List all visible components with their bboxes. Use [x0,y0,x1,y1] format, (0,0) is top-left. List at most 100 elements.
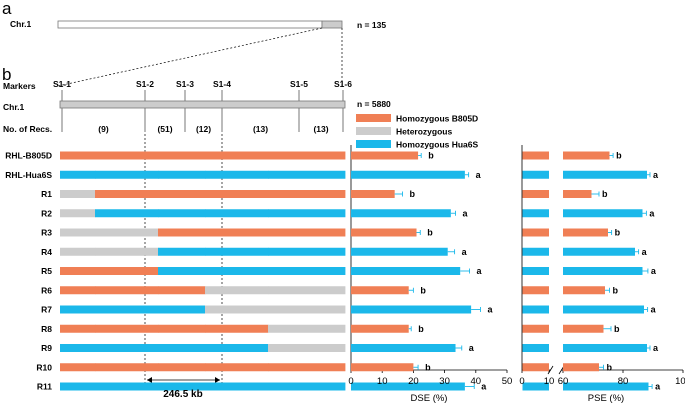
genotype-segment-R9-4 [205,344,269,352]
dse-tick-label-10: 10 [377,376,388,387]
legend-label-hua6s: Homozygous Hua6S [396,140,479,150]
genotype-segment-R1-4 [205,190,269,198]
dse-sig-R10: b [425,362,431,372]
dse-sig-R2: a [463,208,469,218]
genotype-segment-R11-1 [60,382,96,391]
panel-a-mapped-region [321,20,343,29]
interval-arrow-head-left [147,377,152,383]
pse-tick-label-low-0: 0 [519,376,524,387]
genotype-segment-RHL-B805D-2 [95,151,159,160]
marker-label-S1-6: S1-6 [334,79,352,89]
genotype-segment-R5-4 [205,267,269,275]
pse-bar-high-R7 [563,305,644,314]
dse-bar-RHL-Hua6S [351,170,465,179]
genotype-segment-R1-5 [268,190,346,198]
pse-tick-label-high-80: 80 [618,376,629,387]
genotype-segment-R4-4 [205,247,269,256]
zoom-line-left [57,27,323,87]
recombinant-count-5: (13) [313,124,328,134]
dse-sig-R5: a [477,266,483,276]
pse-bar-low-R8 [522,324,549,333]
pse-sig-R8: b [614,324,620,334]
genotype-segment-R6-5 [268,286,346,295]
genotype-segment-R2-5 [268,209,346,218]
line-label-R4: R4 [41,247,52,257]
pse-tick-label-low-10: 10 [544,376,555,387]
line-label-R3: R3 [41,228,52,238]
dse-sig-R9: a [469,343,475,353]
dse-bar-R3 [351,228,417,237]
genotype-segment-R10-2 [95,363,159,372]
pse-sig-R6: b [613,285,619,295]
genotype-segment-R11-2 [95,382,159,391]
genotype-segment-RHL-B805D-4 [205,151,269,160]
genotype-segment-RHL-Hua6S-1 [60,170,96,179]
marker-label-S1-4: S1-4 [213,79,231,89]
pse-bar-high-R1 [563,190,592,198]
panel-label-a: a [2,0,12,18]
genotype-segment-R6-3 [158,286,206,295]
pse-sig-R7: a [651,305,657,315]
genotype-segment-R4-5 [268,247,346,256]
genotype-segment-R2-1 [60,209,96,218]
genotype-segment-R3-2 [95,228,159,237]
panel-b-chromosome-bar [59,100,346,109]
pse-sig-R10: b [607,362,613,372]
panel-b-n-label: n = 5880 [357,99,391,109]
genotype-segment-R8-5 [268,324,346,333]
pse-bar-high-R10 [563,363,599,372]
pse-bar-high-R8 [563,324,604,333]
genotype-segment-R11-3 [158,382,206,391]
pse-tick-label-high-100: 100 [675,376,685,387]
panel-a-chr-label: Chr.1 [10,19,32,29]
interval-label: 246.5 kb [163,389,202,400]
dse-sig-RHL-Hua6S: a [476,170,482,180]
genotype-segment-R2-2 [95,209,159,218]
genotype-segment-R8-2 [95,324,159,333]
genotype-segment-RHL-B805D-5 [268,151,346,160]
pse-bar-low-R9 [522,344,549,352]
dse-axis-title: DSE (%) [411,393,448,404]
recs-label: No. of Recs. [3,124,52,134]
genotype-segment-R3-3 [158,228,206,237]
dse-bar-R5 [351,267,461,275]
pse-bar-high-R2 [563,209,643,218]
dse-sig-R11: a [481,382,487,392]
recombinant-count-2: (51) [157,124,172,134]
genotype-segment-RHL-Hua6S-2 [95,170,159,179]
line-label-R11: R11 [37,382,52,392]
genotype-segment-RHL-B805D-3 [158,151,206,160]
panel-b-chr-label: Chr.1 [3,102,25,112]
line-label-R10: R10 [36,362,52,372]
pse-sig-R1: b [602,189,608,199]
genotype-segment-R10-1 [60,363,96,372]
genotype-segment-R4-3 [158,247,206,256]
pse-sig-R5: a [651,266,657,276]
legend-label-het: Heterozygous [396,127,452,137]
panel-a-n-label: n = 135 [357,20,386,30]
line-label-R8: R8 [41,324,52,334]
pse-bar-low-R7 [522,305,549,314]
genotype-segment-R10-4 [205,363,269,372]
pse-bar-high-RHL-B805D [563,151,610,160]
dse-bar-R7 [351,305,472,314]
genotype-segment-R3-1 [60,228,96,237]
interval-arrow-head-right [215,377,220,383]
dse-bar-R9 [351,344,456,352]
legend-swatch-b805d [356,114,391,122]
pse-sig-R4: a [642,247,648,257]
legend-label-b805d: Homozygous B805D [396,114,478,124]
pse-bar-low-R5 [522,267,549,275]
pse-bar-high-R3 [563,228,608,237]
genotype-segment-R7-1 [60,305,96,314]
panel-a-chromosome-bar [57,20,323,29]
dse-sig-R6: b [420,285,426,295]
genotype-segment-R3-4 [205,228,269,237]
pse-sig-RHL-Hua6S: a [653,170,659,180]
genotype-segment-R4-1 [60,247,96,256]
legend-swatch-het [356,127,391,135]
genotype-segment-R7-4 [205,305,269,314]
pse-sig-R11: a [655,382,661,392]
genotype-segment-R8-1 [60,324,96,333]
pse-bar-low-R2 [522,209,549,218]
